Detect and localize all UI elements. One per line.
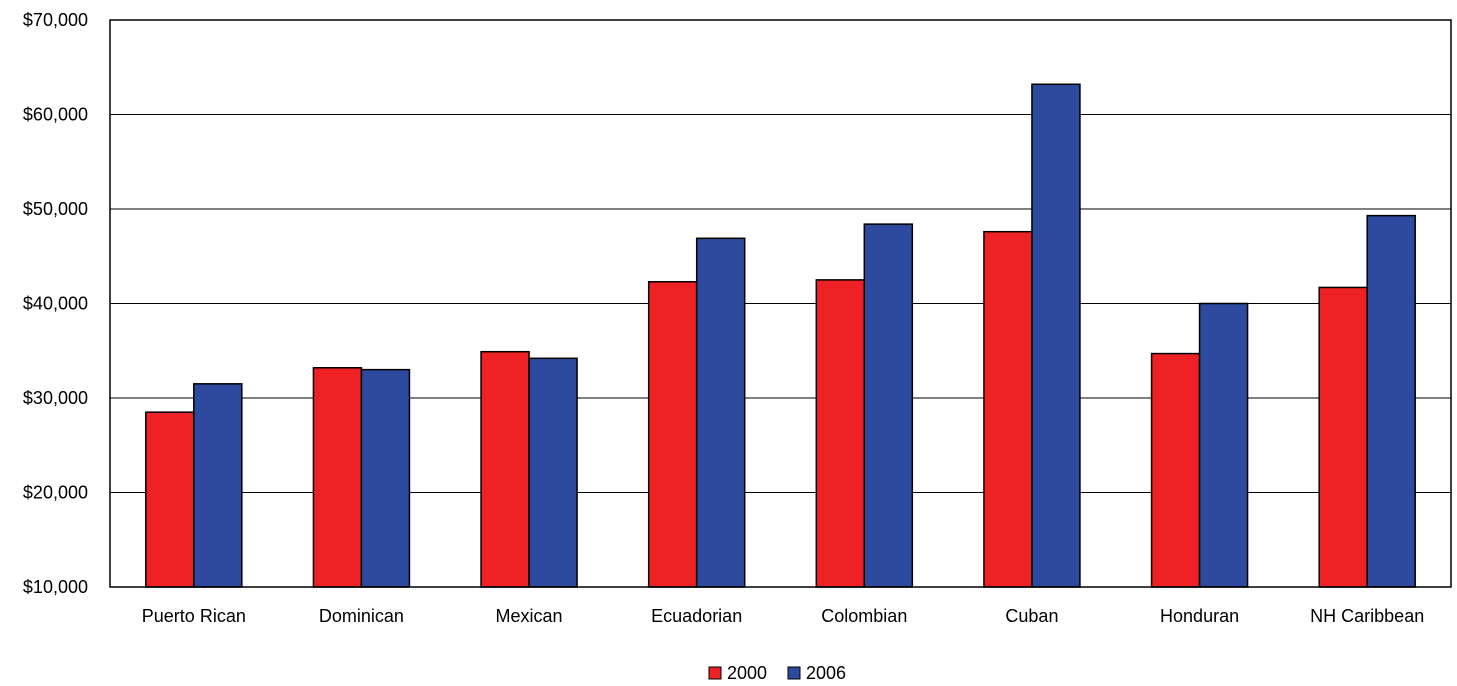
bar-2006-nh-caribbean xyxy=(1366,214,1416,588)
y-tick-label: $60,000 xyxy=(23,105,88,125)
x-tick-label: Ecuadorian xyxy=(651,606,742,626)
legend: 2000 2006 xyxy=(708,663,846,683)
bar-2006-honduran xyxy=(1198,302,1249,588)
y-tick-label: $50,000 xyxy=(23,199,88,219)
y-tick-label: $70,000 xyxy=(23,10,88,30)
x-tick-label: Colombian xyxy=(821,606,907,626)
x-tick-label: Puerto Rican xyxy=(142,606,246,626)
y-axis-tick-labels: $10,000 $20,000 $30,000 $40,000 $50,000 $60,0… xyxy=(23,10,88,597)
bar-2006-mexican xyxy=(528,357,578,588)
y-tick-label: $10,000 xyxy=(23,577,88,597)
y-tick-label: $30,000 xyxy=(23,388,88,408)
y-tick-label: $40,000 xyxy=(23,294,88,314)
x-tick-label: Cuban xyxy=(1005,606,1058,626)
bar-2000-mexican xyxy=(480,350,530,588)
bar-2000-cuban xyxy=(983,230,1033,588)
x-axis-tick-labels: Puerto Rican Dominican Mexican Ecuadorian Co… xyxy=(142,606,1424,626)
bar-2000-dominican xyxy=(312,367,363,588)
bar-2000-ecuadorian xyxy=(647,281,698,588)
bar-2000-nh-caribbean xyxy=(1318,286,1368,588)
bar-2006-ecuadorian xyxy=(695,237,746,588)
x-tick-label: Dominican xyxy=(319,606,404,626)
x-tick-label: Honduran xyxy=(1160,606,1239,626)
x-tick-label: Mexican xyxy=(496,606,563,626)
bars xyxy=(145,83,1416,588)
y-tick-label: $20,000 xyxy=(23,483,88,503)
gridlines xyxy=(110,114,1451,493)
x-tick-label: NH Caribbean xyxy=(1310,606,1424,626)
bar-2006-cuban xyxy=(1031,83,1081,588)
bar-2000-honduran xyxy=(1150,352,1201,588)
bar-2000-puerto-rican xyxy=(145,411,195,588)
plot-area-frame xyxy=(109,19,1452,588)
bar-2006-dominican xyxy=(360,368,411,588)
bar-2006-colombian xyxy=(863,223,914,588)
legend-swatch-2006 xyxy=(787,666,801,680)
legend-label-2006: 2006 xyxy=(806,663,846,683)
legend-swatch-2000 xyxy=(708,666,722,680)
legend-label-2000: 2000 xyxy=(727,663,767,683)
bar-2000-colombian xyxy=(815,279,866,588)
bar-2006-puerto-rican xyxy=(193,383,243,588)
